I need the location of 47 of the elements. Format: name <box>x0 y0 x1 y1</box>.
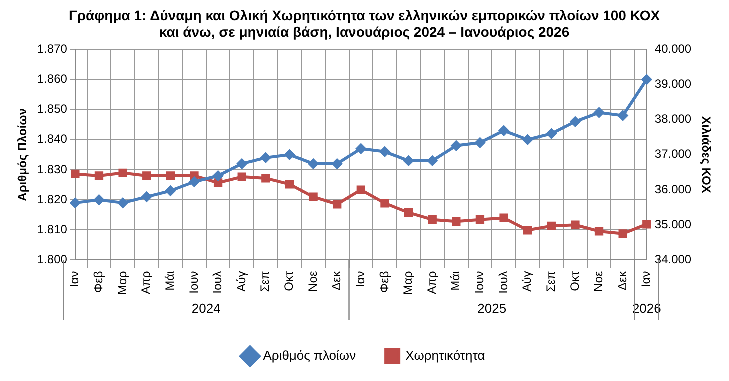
x-tick-label: Αύγ <box>234 271 248 292</box>
x-tick-label: Ιουν <box>186 271 201 294</box>
x-tick-label: Φεβ <box>92 271 106 294</box>
y2-tick-label: 40.000 <box>654 42 692 56</box>
y-tick-label: 1.870 <box>37 42 68 56</box>
y2-tick-label: 36.000 <box>654 182 692 196</box>
y2-tick-label: 38.000 <box>654 112 692 126</box>
y-tick-label: 1.840 <box>37 132 68 146</box>
y-tick-label: 1.830 <box>37 162 68 176</box>
x-tick-label: Ιαν <box>353 271 368 288</box>
x-tick-label: Φεβ <box>377 271 392 294</box>
x-tick-label: Νοε <box>306 270 320 292</box>
x-tick-label: Σεπ <box>544 271 558 292</box>
x-tick-label: Δεκ <box>615 270 630 291</box>
legend-label: Αριθμός πλοίων <box>263 348 356 364</box>
y-tick-label: 1.850 <box>37 102 68 116</box>
x-tick-label: Απρ <box>139 271 154 294</box>
x-tick-label: Μαρ <box>401 271 416 296</box>
y-tick-label: 1.800 <box>37 252 68 267</box>
y-tick-label: 1.860 <box>37 72 68 86</box>
x-tick-label: Αύγ <box>520 271 534 292</box>
x-tick-label: Μάι <box>162 270 177 291</box>
y2-tick-label: 35.000 <box>654 217 692 232</box>
x-tick-label: Ιαν <box>639 271 654 288</box>
x-tick-label: Μαρ <box>115 271 130 296</box>
y2-tick-label: 34.000 <box>654 252 692 267</box>
x-tick-label: Ιουλ <box>496 271 510 294</box>
x-tick-label: Οκτ <box>568 270 582 292</box>
x-tick-label: Νοε <box>592 270 606 292</box>
y2-tick-label: 39.000 <box>654 77 692 92</box>
y-axis-title: Αριθμός Πλοίων <box>16 108 30 202</box>
y-tick-label: 1.820 <box>37 192 68 206</box>
x-tick-label: Ιουλ <box>210 271 225 294</box>
x-tick-label: Απρ <box>424 271 439 294</box>
x-tick-label: Δεκ <box>330 270 344 291</box>
x-tick-label: Ιουν <box>472 271 487 294</box>
x-tick-label: Ιαν <box>68 271 82 288</box>
text: 2024 <box>192 301 221 316</box>
y2-axis-title: Χιλιάδες ΚΟΧ <box>699 116 714 194</box>
y2-tick-label: 37.000 <box>654 147 692 162</box>
y-tick-label: 1.810 <box>37 222 68 236</box>
x-tick-label: Οκτ <box>282 270 296 292</box>
x-tick-label: Μάι <box>448 270 463 291</box>
x-tick-label: Σεπ <box>258 271 272 292</box>
legend-label: Χωρητικότητα <box>406 348 486 364</box>
chart-title: Γράφημα 1: Δύναμη και Ολική Χωρητικότητα των ελληνικών εμπορικών πλοίων 100 ΚΟΧ και άνω, σε μηνιαία βάση, Ιανουάριος 2024 – Ιανουάριος 2026 <box>68 7 661 40</box>
text: 2025 <box>478 301 507 316</box>
